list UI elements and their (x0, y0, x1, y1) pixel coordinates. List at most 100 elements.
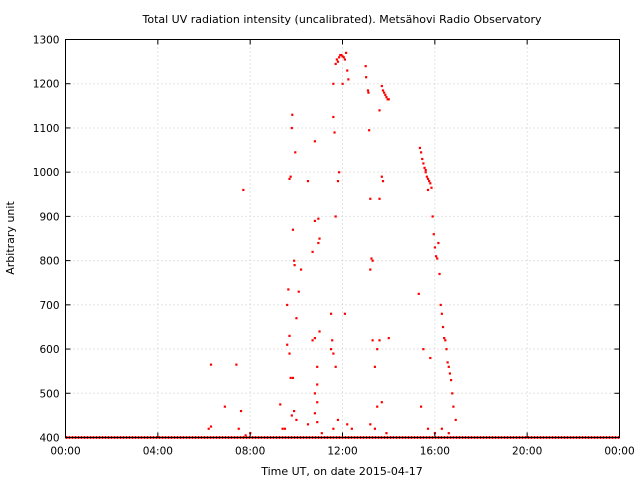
data-point (297, 290, 300, 293)
grid-lines (65, 39, 620, 438)
data-point (384, 93, 387, 96)
data-point (430, 186, 433, 189)
data-point (423, 166, 426, 169)
data-point (290, 414, 293, 417)
data-point (373, 427, 377, 430)
x-tick-label: 08:00 (235, 446, 265, 458)
data-point (347, 78, 350, 81)
x-tick-label: 20:00 (512, 446, 542, 458)
data-point (336, 60, 340, 63)
y-tick-label: 400 (39, 433, 59, 445)
data-point (288, 352, 291, 355)
data-point (366, 89, 370, 92)
data-point (447, 365, 450, 368)
data-point (365, 76, 368, 79)
x-tick-label: 16:00 (420, 446, 450, 458)
y-tick-label: 900 (39, 211, 59, 223)
data-point (376, 405, 379, 408)
data-point (425, 175, 428, 178)
data-point (237, 427, 240, 430)
data-point (387, 337, 390, 340)
data-point (244, 434, 247, 437)
data-point (338, 171, 341, 174)
data-point (207, 427, 210, 430)
data-point (306, 423, 310, 426)
data-point (294, 151, 297, 154)
data-point (306, 180, 310, 183)
data-point (440, 427, 443, 430)
data-point (378, 109, 381, 112)
y-axis-label: Arbitrary unit (4, 201, 17, 275)
data-point (433, 246, 437, 249)
data-point (317, 241, 320, 245)
data-point (424, 171, 427, 174)
data-point (311, 339, 314, 342)
y-tick-label: 800 (39, 256, 59, 268)
data-point (333, 131, 336, 134)
data-point (369, 423, 372, 426)
data-point (316, 401, 319, 404)
data-point (343, 312, 347, 315)
data-point (373, 365, 377, 368)
data-point (438, 272, 441, 276)
data-point (381, 89, 385, 92)
data-point (331, 339, 334, 342)
data-point (429, 356, 432, 360)
data-point (293, 409, 296, 413)
data-point (288, 177, 291, 180)
data-point (313, 392, 316, 395)
data-point (371, 259, 374, 262)
data-point (289, 175, 292, 178)
data-point (320, 432, 323, 435)
data-point (436, 257, 439, 260)
data-point (299, 268, 303, 271)
data-point (428, 180, 431, 183)
data-point (336, 418, 340, 422)
data-point (350, 427, 353, 430)
data-point (444, 339, 447, 342)
data-point (286, 343, 289, 346)
data-point (434, 255, 438, 258)
data-point (445, 348, 448, 351)
chart-title: Total UV radiation intensity (uncalibrat… (142, 13, 542, 26)
data-point (340, 53, 343, 57)
data-point (378, 197, 381, 200)
data-point (313, 140, 316, 143)
data-point (380, 175, 383, 178)
data-point (447, 432, 450, 435)
y-tick-label: 600 (39, 344, 59, 356)
plot-frame (65, 39, 620, 438)
data-point (316, 383, 319, 386)
y-tick-label: 1300 (33, 35, 60, 47)
data-point (385, 95, 388, 99)
data-point (316, 365, 319, 368)
data-point (437, 241, 440, 245)
data-point (313, 219, 316, 223)
data-point (293, 264, 296, 267)
data-point (291, 228, 295, 231)
data-point (383, 91, 386, 94)
data-point (341, 55, 344, 58)
data-point (291, 113, 294, 116)
x-tick-labels: 00:00 04:00 08:00 12:00 16:00 20:00 00:00 (50, 446, 634, 458)
data-point (417, 292, 420, 295)
data-point (290, 126, 293, 130)
data-point (387, 98, 390, 101)
data-point (426, 188, 430, 192)
data-point (313, 337, 316, 340)
data-point (341, 82, 344, 85)
data-point (364, 65, 367, 68)
x-tick-label: 00:00 (50, 446, 80, 458)
data-point (336, 180, 340, 183)
x-tick-label: 12:00 (327, 446, 357, 458)
data-point (370, 257, 373, 260)
data-point (342, 56, 345, 59)
data-point (368, 129, 371, 132)
data-point (235, 363, 238, 366)
data-point (369, 197, 372, 200)
data-point (418, 146, 422, 150)
data-point (439, 303, 442, 307)
data-point (334, 62, 337, 66)
data-point (385, 432, 388, 435)
